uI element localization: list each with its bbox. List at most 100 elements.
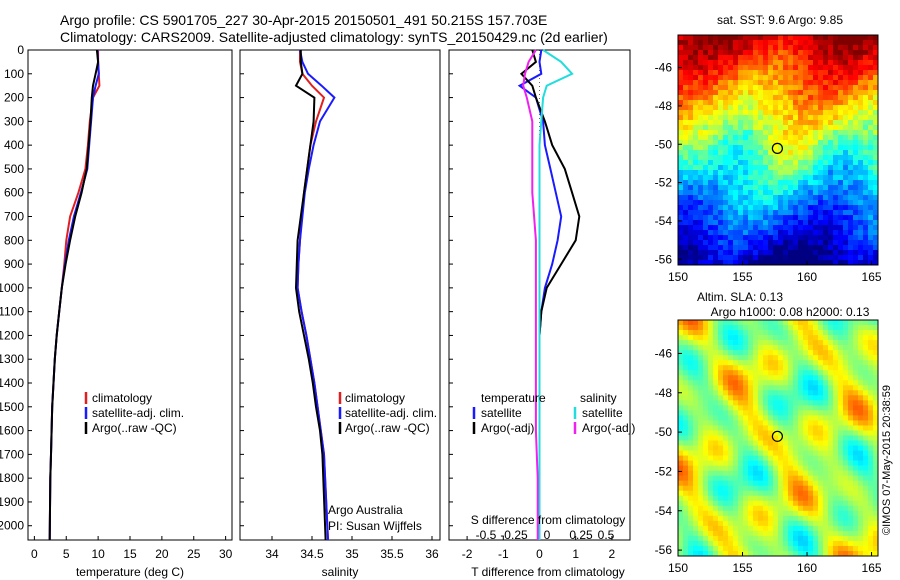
- sst-cell: [713, 80, 719, 86]
- sla-cell: [858, 500, 864, 507]
- sst-cell: [743, 140, 749, 146]
- sla-cell: [713, 400, 719, 406]
- sst-cell: [853, 80, 859, 86]
- sst-cell: [788, 50, 794, 56]
- sla-cell: [808, 370, 814, 376]
- sla-cell: [768, 375, 774, 381]
- sla-cell: [848, 535, 854, 542]
- sst-cell: [678, 90, 684, 96]
- sst-cell: [703, 155, 709, 161]
- sst-cell: [733, 260, 739, 266]
- sla-cell: [818, 480, 824, 486]
- sst-cell: [693, 105, 699, 111]
- sst-cell: [848, 185, 854, 191]
- sst-cell: [768, 180, 774, 186]
- sla-cell: [693, 435, 699, 441]
- sst-cell: [788, 75, 794, 81]
- sst-cell: [703, 160, 709, 166]
- sla-cell: [868, 390, 874, 396]
- sst-cell: [718, 205, 724, 211]
- sla-cell: [693, 545, 699, 552]
- sla-cell: [773, 465, 779, 471]
- sla-cell: [813, 460, 819, 466]
- sst-cell: [688, 225, 694, 231]
- sla-cell: [763, 500, 769, 507]
- sla-cell: [768, 390, 774, 396]
- sla-cell: [848, 470, 854, 476]
- sla-cell: [703, 350, 709, 356]
- sst-cell: [723, 45, 729, 51]
- sst-cell: [863, 155, 869, 161]
- sst-cell: [833, 115, 839, 121]
- sla-cell: [703, 340, 709, 346]
- sla-cell: [768, 320, 774, 326]
- sst-cell: [753, 35, 759, 41]
- sst-cell: [748, 140, 754, 146]
- sla-cell: [778, 420, 784, 426]
- sst-cell: [808, 125, 814, 131]
- sla-cell: [818, 350, 824, 356]
- sla-cell: [743, 505, 749, 512]
- sst-cell: [738, 235, 744, 241]
- sla-cell: [708, 525, 714, 532]
- sst-cell: [733, 220, 739, 226]
- sla-cell: [768, 440, 774, 446]
- sla-cell: [843, 395, 849, 401]
- sst-cell: [768, 115, 774, 121]
- sla-cell: [733, 440, 739, 446]
- sst-cell: [688, 55, 694, 61]
- sla-cell: [723, 370, 729, 376]
- sla-profile-marker: [771, 430, 783, 442]
- sst-cell: [818, 220, 824, 226]
- sla-cell: [773, 520, 779, 527]
- sla-cell: [748, 350, 754, 356]
- sla-cell: [723, 500, 729, 507]
- sla-cell: [813, 375, 819, 381]
- sst-cell: [803, 50, 809, 56]
- sst-cell: [848, 80, 854, 86]
- sst-cell: [783, 35, 789, 41]
- sla-cell: [778, 365, 784, 371]
- sla-cell: [678, 450, 684, 456]
- sst-cell: [733, 55, 739, 61]
- sla-cell: [868, 470, 874, 476]
- legend-argo: Argo(..raw -QC): [92, 421, 177, 435]
- sst-cell: [773, 235, 779, 241]
- sst-cell: [788, 80, 794, 86]
- sst-cell: [783, 170, 789, 176]
- sla-cell: [838, 425, 844, 431]
- sla-cell: [713, 320, 719, 326]
- sla-cell: [773, 460, 779, 466]
- sst-cell: [683, 150, 689, 156]
- sst-cell: [753, 110, 759, 116]
- sla-cell: [843, 385, 849, 391]
- sst-cell: [748, 70, 754, 76]
- sst-cell: [778, 145, 784, 151]
- sla-cell: [708, 450, 714, 456]
- sst-cell: [753, 245, 759, 251]
- sst-cell: [798, 200, 804, 206]
- sla-cell: [823, 350, 829, 356]
- sst-cell: [833, 260, 839, 266]
- sst-cell: [718, 190, 724, 196]
- sla-cell: [733, 470, 739, 476]
- sla-cell: [868, 430, 874, 436]
- sst-cell: [853, 220, 859, 226]
- sla-cell: [848, 495, 854, 502]
- sst-cell: [788, 110, 794, 116]
- sla-cell: [828, 475, 834, 481]
- sla-cell: [863, 380, 869, 386]
- sla-cell: [873, 350, 879, 356]
- sla-cell: [858, 420, 864, 426]
- sst-cell: [728, 170, 734, 176]
- sst-cell: [683, 195, 689, 201]
- sla-cell: [713, 410, 719, 416]
- sla-cell: [798, 365, 804, 371]
- sla-cell: [813, 420, 819, 426]
- sla-cell: [873, 480, 879, 486]
- sla-cell: [723, 545, 729, 552]
- sla-cell: [868, 500, 874, 507]
- sla-cell: [788, 490, 794, 497]
- sla-cell: [868, 400, 874, 406]
- sst-cell: [678, 120, 684, 126]
